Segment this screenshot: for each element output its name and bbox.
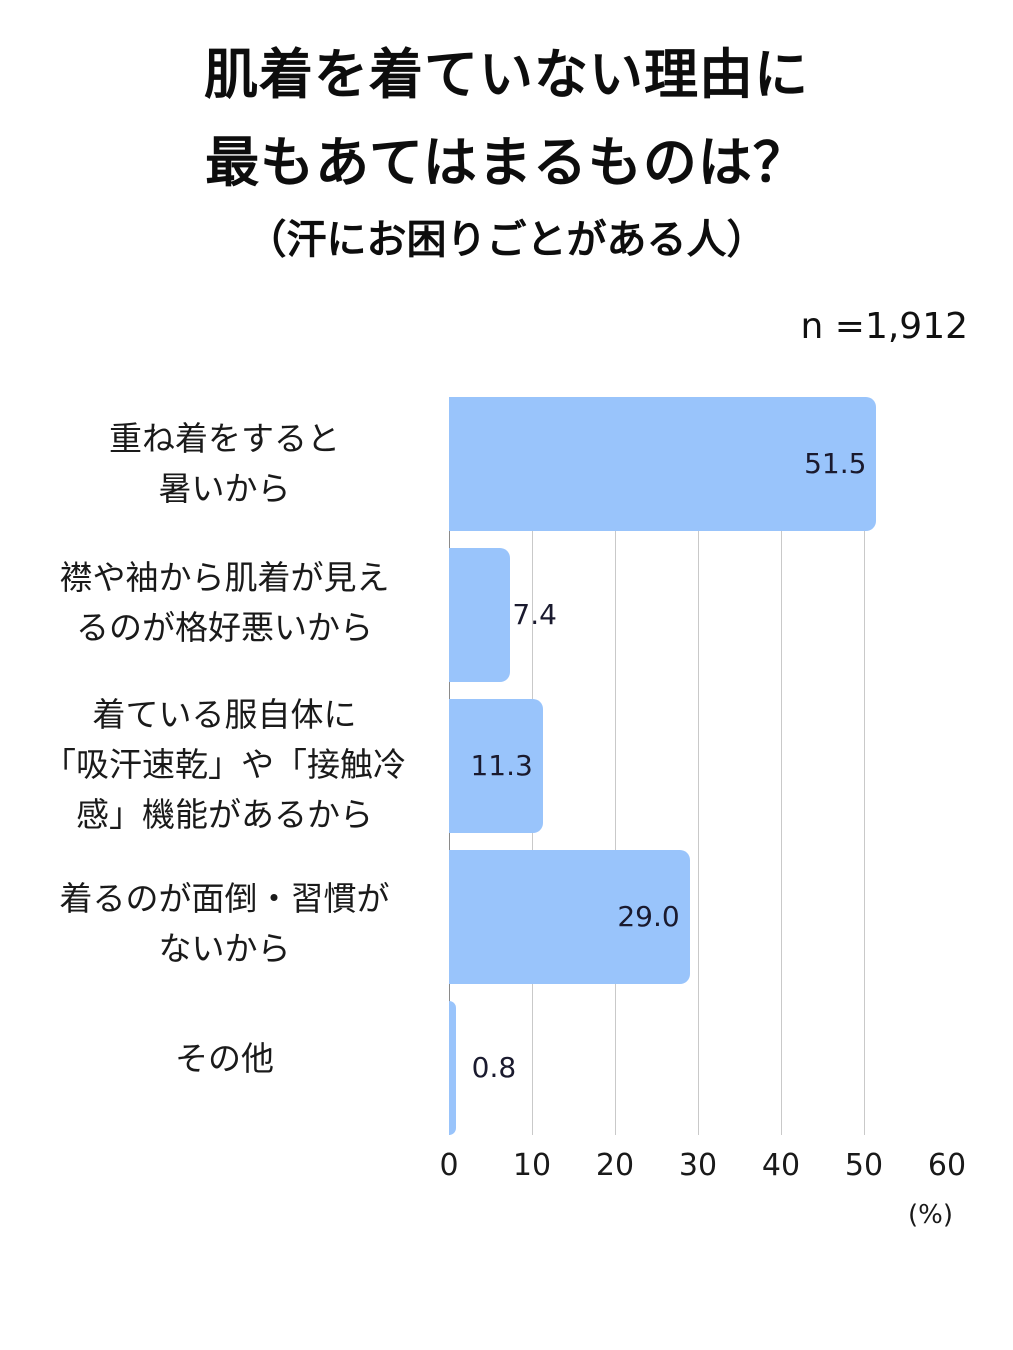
x-tick-label: 0 bbox=[439, 1148, 459, 1183]
x-tick-label: 30 bbox=[678, 1148, 718, 1183]
gridline-40 bbox=[781, 397, 782, 1135]
category-label: 着ている服自体に 「吸汗速乾」や「接触冷 感」機能があるから bbox=[43, 695, 406, 834]
bar-value-label: 51.5 bbox=[804, 447, 867, 480]
bar-value-label: 11.3 bbox=[470, 749, 533, 782]
gridline-30 bbox=[698, 397, 699, 1135]
category-label: その他 bbox=[175, 1039, 274, 1078]
gridline-20 bbox=[615, 397, 616, 1135]
plot-area: 51.5 7.4 11.3 29.0 0.8 bbox=[449, 397, 947, 1135]
category-label: 襟や袖から肌着が見え るのが格好悪いから bbox=[59, 558, 390, 647]
bar-value-label: 29.0 bbox=[617, 900, 680, 933]
x-axis-unit-label: (%) bbox=[908, 1200, 953, 1230]
bar-value-label: 0.8 bbox=[471, 1051, 517, 1084]
x-tick-label: 20 bbox=[595, 1148, 635, 1183]
bar bbox=[449, 548, 511, 682]
bar bbox=[449, 397, 877, 531]
x-tick-label: 10 bbox=[512, 1148, 552, 1183]
category-label: 重ね着をすると 暑いから bbox=[109, 419, 340, 508]
x-tick-label: 50 bbox=[844, 1148, 884, 1183]
bar bbox=[449, 1001, 456, 1135]
gridline-50 bbox=[864, 397, 865, 1135]
category-label: 着るのが面倒・習慣が ないから bbox=[59, 879, 390, 968]
bar-value-label: 7.4 bbox=[512, 598, 557, 631]
chart-title-line-1: 肌着を着ていない理由に bbox=[204, 43, 809, 106]
bar bbox=[449, 699, 543, 833]
chart-subtitle: （汗にお困りごとがある人） bbox=[246, 217, 767, 263]
x-tick-label: 40 bbox=[761, 1148, 801, 1183]
x-tick-label: 60 bbox=[927, 1148, 967, 1183]
bar bbox=[449, 850, 690, 984]
chart-title-line-2: 最もあてはまるものは？ bbox=[205, 131, 808, 194]
sample-size-label: n =1,912 bbox=[800, 306, 968, 347]
